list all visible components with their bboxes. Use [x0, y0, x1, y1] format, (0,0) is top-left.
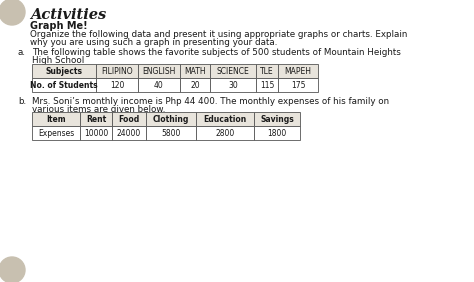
- Circle shape: [0, 257, 25, 282]
- Bar: [112, 126, 146, 140]
- Text: No. of Students: No. of Students: [30, 80, 98, 89]
- Text: 5800: 5800: [161, 129, 181, 138]
- Text: The following table shows the favorite subjects of 500 students of Mountain Heig: The following table shows the favorite s…: [32, 48, 401, 57]
- Bar: [196, 112, 254, 126]
- Bar: [80, 112, 112, 126]
- Text: High School: High School: [32, 56, 84, 65]
- Text: Graph Me!: Graph Me!: [30, 21, 88, 31]
- Text: MATH: MATH: [184, 67, 206, 76]
- Text: 40: 40: [154, 80, 164, 89]
- Text: SCIENCE: SCIENCE: [217, 67, 249, 76]
- Text: 10000: 10000: [84, 129, 108, 138]
- Bar: [146, 112, 196, 126]
- Text: 175: 175: [291, 80, 305, 89]
- Bar: [180, 78, 210, 92]
- Text: TLE: TLE: [260, 67, 274, 76]
- Text: Organize the following data and present it using appropriate graphs or charts. E: Organize the following data and present …: [30, 30, 407, 39]
- Text: Food: Food: [118, 114, 140, 124]
- Bar: [32, 78, 96, 92]
- Text: Subjects: Subjects: [46, 67, 82, 76]
- Text: a.: a.: [18, 48, 26, 57]
- Text: b.: b.: [18, 97, 26, 106]
- Bar: [138, 64, 180, 78]
- Bar: [210, 78, 256, 92]
- Bar: [146, 126, 196, 140]
- Bar: [278, 64, 318, 78]
- Text: 30: 30: [228, 80, 238, 89]
- Text: Clothing: Clothing: [153, 114, 189, 124]
- Text: MAPEH: MAPEH: [284, 67, 311, 76]
- Bar: [196, 126, 254, 140]
- Text: ENGLISH: ENGLISH: [142, 67, 176, 76]
- Bar: [256, 64, 278, 78]
- Bar: [96, 78, 138, 92]
- Bar: [80, 126, 112, 140]
- Text: Mrs. Soni’s monthly income is Php 44 400. The monthly expenses of his family on: Mrs. Soni’s monthly income is Php 44 400…: [32, 97, 389, 106]
- Text: Savings: Savings: [260, 114, 294, 124]
- Text: 120: 120: [110, 80, 124, 89]
- Bar: [32, 112, 80, 126]
- Bar: [256, 78, 278, 92]
- Bar: [32, 64, 96, 78]
- Text: FILIPINO: FILIPINO: [101, 67, 133, 76]
- Text: Rent: Rent: [86, 114, 106, 124]
- Text: Item: Item: [46, 114, 66, 124]
- Bar: [138, 78, 180, 92]
- Circle shape: [0, 0, 25, 25]
- Text: Education: Education: [203, 114, 246, 124]
- Bar: [32, 126, 80, 140]
- Text: various items are given below.: various items are given below.: [32, 105, 165, 114]
- Text: 1800: 1800: [267, 129, 287, 138]
- Text: 115: 115: [260, 80, 274, 89]
- Text: 24000: 24000: [117, 129, 141, 138]
- Bar: [278, 78, 318, 92]
- Text: 20: 20: [190, 80, 200, 89]
- Text: Activities: Activities: [30, 8, 106, 22]
- Bar: [210, 64, 256, 78]
- Bar: [96, 64, 138, 78]
- Text: Expenses: Expenses: [38, 129, 74, 138]
- Bar: [180, 64, 210, 78]
- Bar: [254, 126, 300, 140]
- Bar: [112, 112, 146, 126]
- Text: why you are using such a graph in presenting your data.: why you are using such a graph in presen…: [30, 38, 277, 47]
- Bar: [254, 112, 300, 126]
- Text: 2800: 2800: [215, 129, 235, 138]
